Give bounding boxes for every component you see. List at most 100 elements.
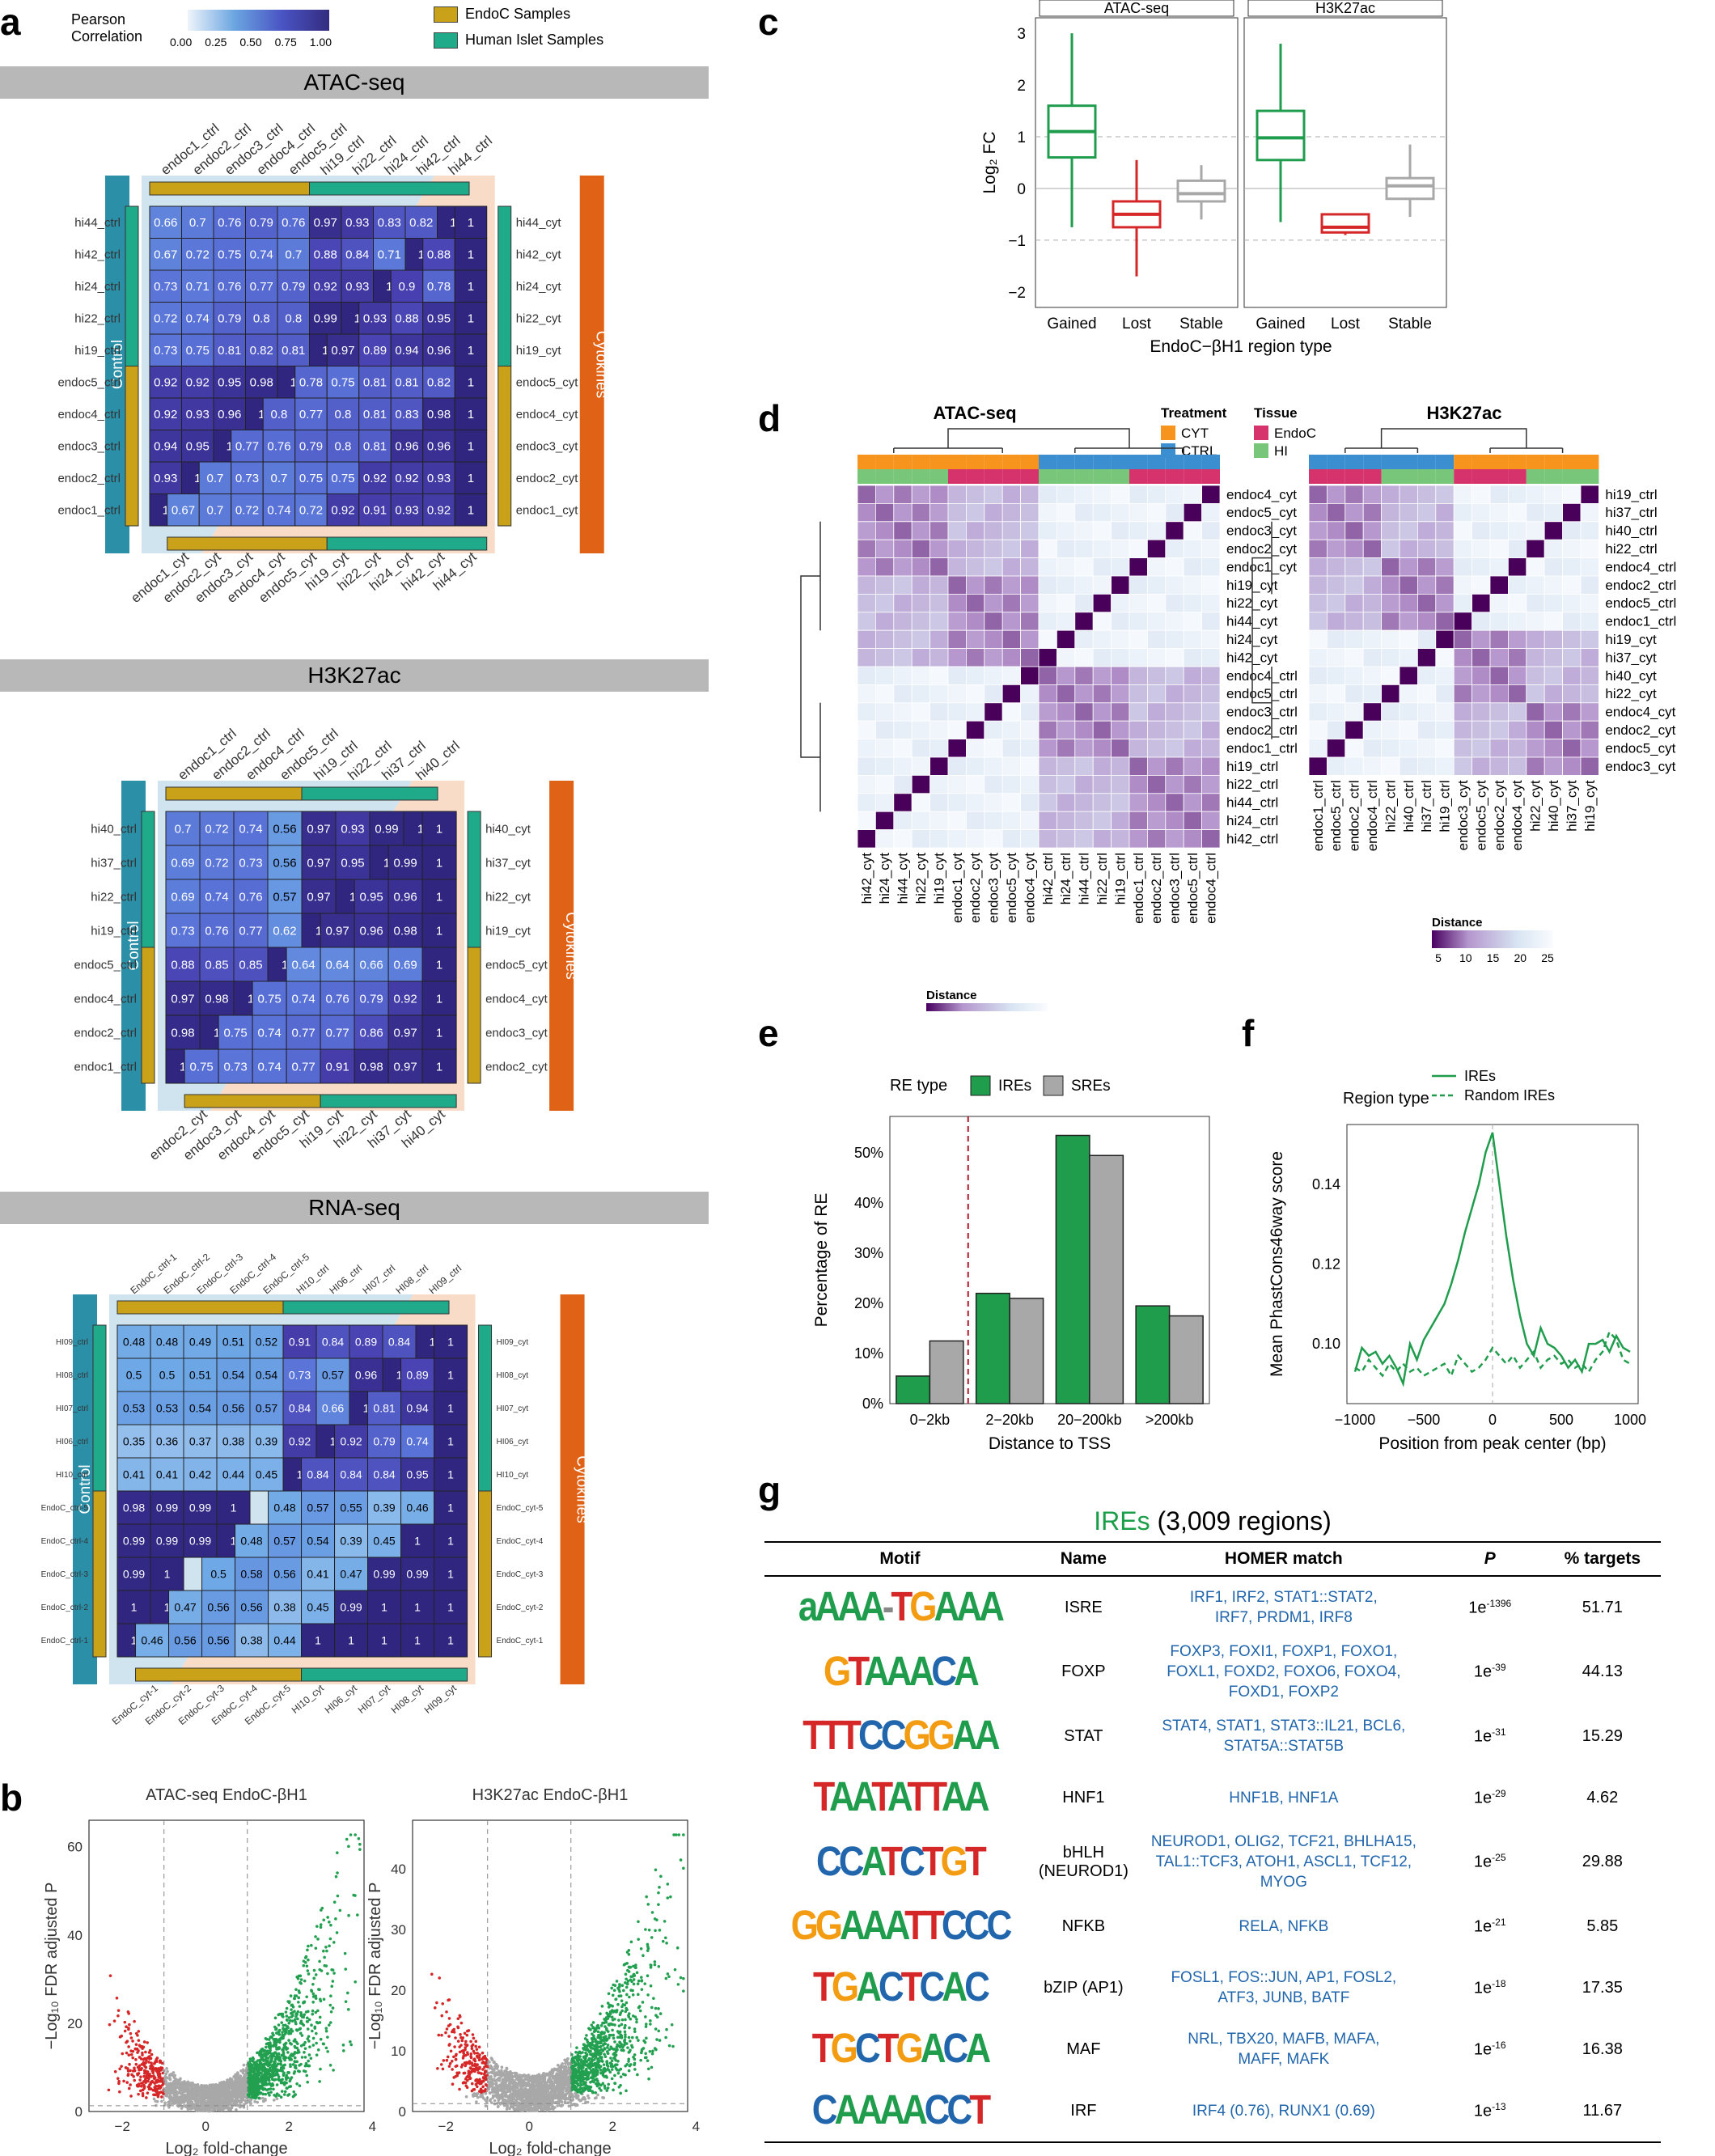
corr-cell (387, 1048, 423, 1084)
volcano-point (331, 1980, 335, 1983)
corr-value: 0.56 (273, 822, 296, 836)
corr-cell (301, 811, 337, 846)
volcano-point (594, 2090, 597, 2095)
volcano-point (332, 1972, 336, 1975)
cytokine-side-bar (549, 781, 574, 1111)
volcano-point (214, 2090, 218, 2094)
volcano-point (299, 2010, 303, 2014)
volcano-point (193, 2092, 197, 2095)
pearson-tick: 0.50 (239, 36, 262, 49)
corr-value: 0.66 (154, 216, 177, 230)
volcano-point (265, 2078, 269, 2082)
corr-value: 0.56 (222, 1401, 244, 1414)
volcano-point (326, 2035, 329, 2039)
corr-value: 0.96 (355, 1368, 377, 1381)
volcano-point (118, 2067, 121, 2071)
corr-value: 0.99 (340, 1600, 362, 1613)
volcano-frame (412, 1819, 688, 2112)
volcano-point (635, 2018, 638, 2021)
volcano-point (150, 2063, 154, 2067)
volcano-point (514, 2072, 519, 2075)
volcano-point (271, 2031, 274, 2035)
volcano-point (187, 2089, 191, 2093)
corr-cell (267, 879, 303, 914)
volcano-point (612, 2036, 616, 2040)
volcano-point (312, 1976, 316, 1980)
corr-value: 0.92 (340, 1434, 362, 1447)
volcano-point (575, 2103, 579, 2107)
corr-cell (181, 430, 214, 463)
corr-value: 0.97 (307, 890, 330, 904)
volcano-point (635, 2035, 638, 2040)
right-row-label: hi40_cyt (485, 822, 531, 836)
h3k-banner: H3K27ac (0, 659, 709, 692)
volcano-point (227, 2107, 231, 2112)
volcano-point (344, 1968, 348, 1971)
volcano-point (293, 1997, 296, 2001)
volcano-point (260, 2050, 263, 2054)
corr-value: 0.82 (250, 344, 273, 358)
corr-cell (249, 1391, 284, 1425)
volcano-point (158, 2059, 162, 2063)
corr-cell (216, 1490, 251, 1525)
volcano-point (292, 2090, 296, 2094)
volcano-point (321, 2042, 325, 2046)
volcano-point (269, 2035, 273, 2040)
volcano-point (650, 2052, 654, 2056)
volcano-point (349, 2040, 352, 2044)
corr-value: 0.98 (393, 924, 417, 938)
corr-value: 0.81 (363, 440, 387, 454)
corr-value: 0.56 (273, 1567, 295, 1580)
corr-cell (277, 238, 310, 271)
cytokine-side-label: Cytokines (562, 912, 579, 979)
volcano-point (682, 1833, 685, 1836)
volcano-point (214, 2097, 218, 2101)
row-label: EndoC_ctrl-1 (41, 1637, 89, 1646)
volcano-point (633, 2015, 637, 2018)
corr-value: 0.81 (373, 1401, 395, 1414)
volcano-point (264, 2073, 268, 2077)
corr-value: 0.92 (154, 408, 177, 421)
right-row-label: EndoC_cyt-1 (497, 1637, 544, 1646)
corr-value: 0.66 (359, 958, 383, 972)
volcano-point (280, 2021, 283, 2024)
corr-value: 0.92 (363, 472, 387, 485)
corr-cell (422, 366, 455, 399)
corr-value: 0.74 (267, 504, 290, 518)
volcano-point (160, 2099, 163, 2103)
x-label: Log₂ fold-change (165, 2140, 287, 2156)
volcano-point (464, 2077, 468, 2081)
volcano-point (282, 2093, 286, 2096)
volcano-point (268, 2082, 271, 2085)
volcano-point (277, 2013, 281, 2017)
volcano-point (653, 1960, 657, 1963)
volcano-point (213, 2108, 217, 2112)
corr-cell (390, 493, 424, 527)
corr-value: 0.92 (331, 504, 354, 518)
islet-col-bar (309, 181, 470, 196)
right-row-label: EndoC_cyt-5 (497, 1504, 544, 1513)
corr-value: 0.7 (285, 248, 302, 262)
corr-value: 0.69 (171, 890, 194, 904)
volcano-point (493, 2069, 496, 2072)
volcano-point (591, 2040, 595, 2044)
corr-cell (390, 461, 424, 494)
corr-cell (183, 1457, 218, 1492)
corr-value: 1 (348, 1633, 354, 1646)
volcano-point (160, 2095, 163, 2099)
volcano-point (293, 2038, 297, 2041)
corr-cell (387, 1014, 423, 1050)
volcano-point (610, 2059, 614, 2063)
volcano-point (186, 2085, 189, 2088)
corr-value: 0.98 (359, 1060, 383, 1074)
volcano-point (244, 2078, 248, 2082)
corr-cell (249, 1358, 284, 1392)
volcano-point (644, 2015, 647, 2018)
volcano-point (274, 2037, 278, 2041)
volcano-point (354, 1980, 358, 1984)
corr-cell (150, 1324, 184, 1359)
volcano-point (148, 2073, 151, 2076)
volcano-point (631, 1993, 635, 1997)
corr-cell (390, 269, 424, 303)
corr-cell (301, 1557, 336, 1591)
